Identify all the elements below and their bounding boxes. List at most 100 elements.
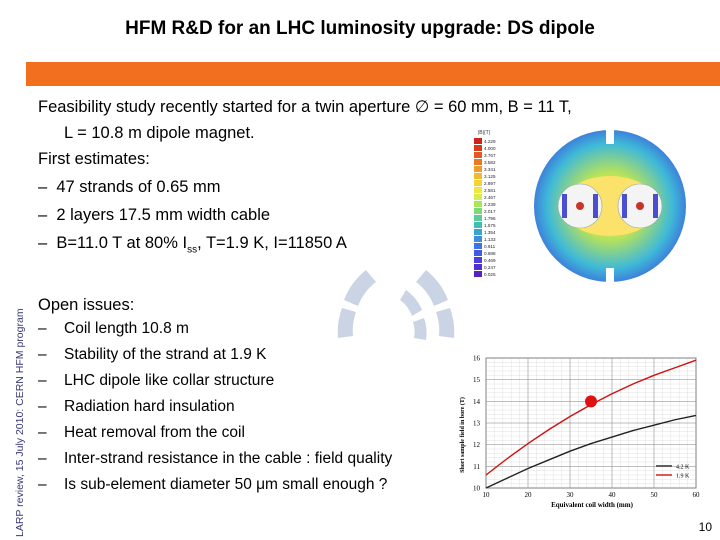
- bullet-dash: –: [38, 424, 47, 441]
- legend-entry: 4.2 K: [676, 465, 690, 471]
- legend-swatch: [474, 250, 482, 256]
- legend-swatch: [474, 243, 482, 249]
- legend-swatch: [474, 208, 482, 214]
- left-bore-center: [576, 202, 584, 210]
- legend-value: 2.239: [484, 202, 496, 207]
- bullet-dash: –: [38, 206, 48, 224]
- legend-value: 2.581: [484, 188, 496, 193]
- bullet-dash: –: [38, 372, 47, 389]
- page-number: 10: [698, 520, 712, 534]
- bullet-dash: –: [38, 346, 47, 363]
- legend-swatch: [474, 180, 482, 186]
- legend-swatch: [474, 215, 482, 221]
- legend-swatch: [474, 166, 482, 172]
- coil-block: [622, 194, 627, 218]
- legend-swatch: [474, 236, 482, 242]
- estimate-subscript: ss: [187, 244, 198, 256]
- slide-title: HFM R&D for an LHC luminosity upgrade: D…: [125, 18, 595, 39]
- legend-value: 4.000: [484, 146, 496, 151]
- legend-value: 0.247: [484, 265, 496, 270]
- y-tick-label: 12: [473, 441, 481, 449]
- legend-swatch: [474, 173, 482, 179]
- estimate-text: B=11.0 T at 80% I: [56, 234, 188, 252]
- estimate-text-tail: , T=1.9 K, I=11850 A: [197, 234, 347, 252]
- legend-value: 0.469: [484, 258, 496, 263]
- x-tick-label: 30: [567, 491, 575, 499]
- yoke-notch-top: [606, 130, 614, 144]
- chart-x-axis-label: Equivalent coil width (mm): [551, 501, 634, 509]
- y-tick-label: 15: [473, 376, 481, 384]
- legend-value: 3.341: [484, 167, 496, 172]
- open-issue-item: – Heat removal from the coil: [38, 420, 392, 446]
- legend-swatch: [474, 222, 482, 228]
- x-tick-label: 60: [693, 491, 701, 499]
- open-issue-item: – Stability of the strand at 1.9 K: [38, 342, 392, 368]
- background-coil-graphic: [337, 270, 455, 340]
- legend-swatch: [474, 257, 482, 263]
- legend-swatch: [474, 229, 482, 235]
- right-bore-center: [636, 202, 644, 210]
- y-tick-label: 16: [473, 355, 481, 363]
- legend-value: 4.229: [484, 139, 496, 144]
- legend-value: 1.796: [484, 216, 496, 221]
- legend-value: 0.688: [484, 251, 496, 256]
- x-tick-label: 10: [483, 491, 491, 499]
- bullet-dash: –: [38, 234, 48, 252]
- legend-value: 3.125: [484, 174, 496, 179]
- legend-swatch: [474, 138, 482, 144]
- short-sample-field-chart: Short sample field in bore (T) Equivalen…: [459, 355, 701, 510]
- open-issue-item: – LHC dipole like collar structure: [38, 368, 392, 394]
- legend-swatch: [474, 264, 482, 270]
- legend-swatch: [474, 194, 482, 200]
- legend-value: 1.133: [484, 237, 496, 242]
- open-issue-text: Coil length 10.8 m: [64, 320, 189, 337]
- legend-swatch: [474, 145, 482, 151]
- estimate-text: 2 layers 17.5 mm width cable: [56, 206, 271, 224]
- legend-value: 2.897: [484, 181, 496, 186]
- bullet-dash: –: [38, 450, 47, 467]
- yoke-notch-bottom: [606, 268, 614, 282]
- estimate-text: 47 strands of 0.65 mm: [56, 178, 221, 196]
- legend-swatch: [474, 201, 482, 207]
- x-tick-label: 50: [651, 491, 659, 499]
- x-tick-label: 20: [525, 491, 533, 499]
- open-issue-item: – Is sub-element diameter 50 μm small eno…: [38, 472, 392, 498]
- first-estimates-heading: First estimates:: [38, 150, 150, 168]
- legend-swatch: [474, 187, 482, 193]
- x-tick-label: 40: [609, 491, 617, 499]
- open-issues-heading: Open issues:: [38, 296, 135, 314]
- legend-swatch: [474, 271, 482, 277]
- coil-block: [593, 194, 598, 218]
- y-tick-label: 14: [473, 398, 481, 406]
- chart-y-axis-label: Short sample field in bore (T): [459, 397, 466, 473]
- legend-value: 2.467: [484, 195, 496, 200]
- open-issue-text: LHC dipole like collar structure: [64, 372, 275, 389]
- open-issue-text: Radiation hard insulation: [64, 398, 235, 415]
- field-legend: 4.229 4.000 3.767 3.582 3.341 3.125 2.897 2.581…: [474, 138, 496, 277]
- coil-block: [653, 194, 658, 218]
- series-line-0: [485, 414, 697, 489]
- legend-swatch: [474, 159, 482, 165]
- legend-value: 0.025: [484, 272, 496, 277]
- open-issue-text: Heat removal from the coil: [64, 424, 245, 441]
- open-issue-text: Is sub-element diameter 50 μm small enou…: [64, 476, 388, 493]
- estimate-item-3: – B=11.0 T at 80% Iss, T=1.9 K, I=11850 …: [38, 230, 347, 263]
- y-tick-label: 11: [473, 463, 480, 471]
- magnet-field-map: |B|(T) 4.229 4.000 3.767 3.582 3.341 3.125 2.8…: [474, 130, 686, 282]
- legend-value: 0.911: [484, 244, 496, 249]
- legend-value: 3.767: [484, 153, 496, 158]
- open-issue-item: – Coil length 10.8 m: [38, 316, 392, 342]
- legend-value: 2.017: [484, 209, 496, 214]
- bullet-dash: –: [38, 476, 47, 493]
- side-footer-label: LARP review, 15 July 2010: CERN HFM prog…: [14, 308, 26, 537]
- operating-point-marker: [585, 395, 597, 408]
- legend-value: 1.575: [484, 223, 496, 228]
- accent-bar: [26, 62, 720, 86]
- bullet-dash: –: [38, 320, 47, 337]
- open-issue-item: – Inter-strand resistance in the cable : …: [38, 446, 392, 472]
- bullet-dash: –: [38, 398, 47, 415]
- open-issue-item: – Radiation hard insulation: [38, 394, 392, 420]
- open-issues-list: – Coil length 10.8 m – Stability of the str…: [38, 316, 392, 498]
- legend-swatch: [474, 152, 482, 158]
- coil-block: [562, 194, 567, 218]
